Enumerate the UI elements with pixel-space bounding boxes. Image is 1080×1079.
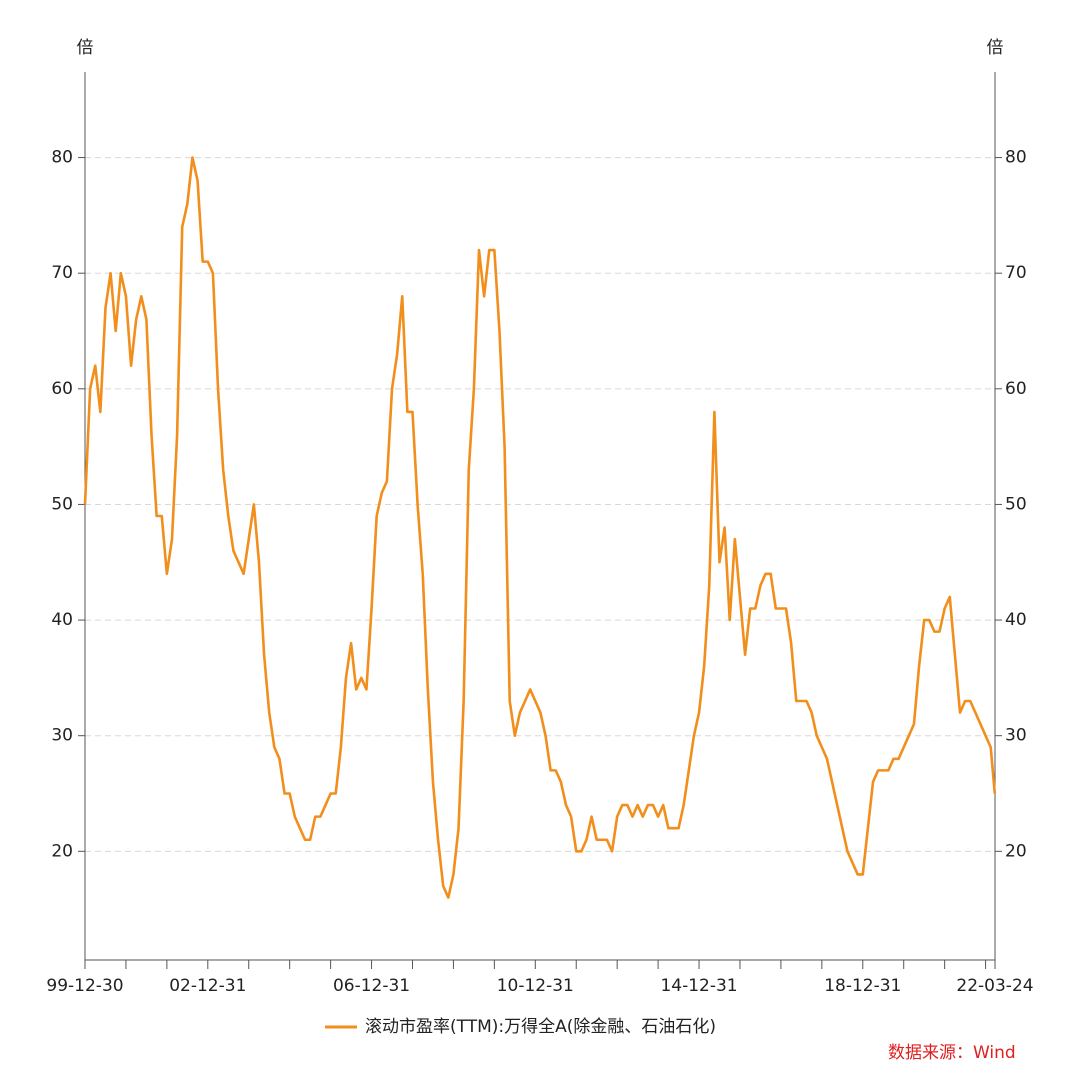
y2-tick-label: 20 [1005,841,1027,861]
y-tick-label: 20 [51,841,73,861]
y-tick-label: 60 [51,379,73,399]
x-tick-label: 14-12-31 [660,976,737,996]
y-tick-label: 70 [51,263,73,283]
y2-tick-label: 80 [1005,148,1027,168]
y2-tick-label: 50 [1005,494,1027,514]
y2-tick-label: 40 [1005,610,1027,630]
y2-tick-label: 60 [1005,379,1027,399]
x-tick-label: 06-12-31 [333,976,410,996]
x-tick-label: 02-12-31 [169,976,246,996]
y-tick-label: 40 [51,610,73,630]
x-tick-label: 99-12-30 [46,976,123,996]
x-tick-label: 18-12-31 [824,976,901,996]
y2-tick-label: 30 [1005,726,1027,746]
y-tick-label: 80 [51,148,73,168]
y-tick-label: 50 [51,494,73,514]
y-tick-label: 30 [51,726,73,746]
source: 数据来源：Wind [888,1043,1016,1063]
x-tick-label: 22-03-24 [956,976,1033,996]
y-unit-right: 倍 [987,38,1004,58]
y-unit-left: 倍 [77,38,94,58]
x-tick-label: 10-12-31 [497,976,574,996]
y2-tick-label: 70 [1005,263,1027,283]
line-series [83,156,997,899]
legend-label: 滚动市盈率(TTM):万得全A(除金融、石油石化) [365,1017,716,1037]
